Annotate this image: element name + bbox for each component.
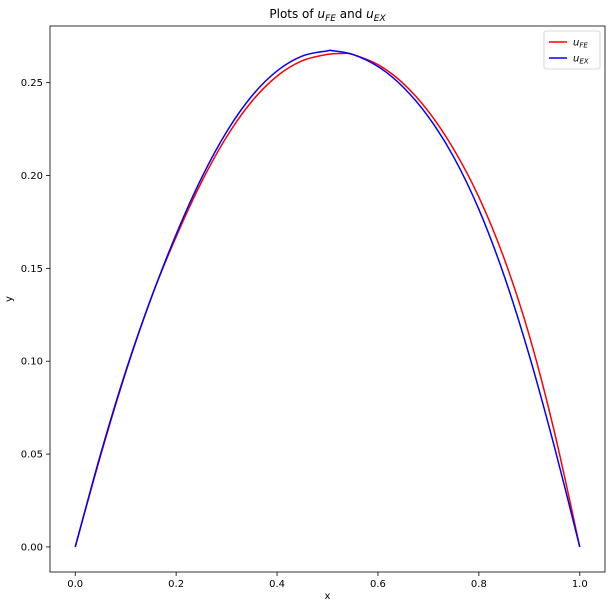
y-tick-label: 0.00	[21, 542, 43, 553]
legend-subscript: EX	[579, 58, 588, 66]
plot-frame	[49, 25, 606, 573]
series-layer	[74, 49, 581, 548]
x-axis-ticks: 0.0 0.2 0.4 0.6 0.8 1.0	[67, 572, 588, 590]
chart-title: Plots of uFE and uEX	[269, 7, 386, 24]
series-line-u-ex	[74, 49, 581, 548]
x-tick-label: 0.4	[269, 579, 285, 590]
y-tick-label: 0.05	[21, 450, 43, 461]
legend-symbol: u	[573, 38, 579, 49]
y-axis-label: y	[4, 296, 15, 302]
x-tick-label: 0.8	[471, 579, 487, 590]
x-tick-label: 0.0	[67, 579, 83, 590]
title-prefix: Plots of	[269, 7, 317, 21]
title-symbol-2: u	[366, 7, 374, 21]
x-tick-label: 0.6	[370, 579, 386, 590]
y-tick-label: 0.15	[21, 264, 43, 275]
legend-box	[543, 30, 601, 70]
legend-label-u-fe: uFE	[573, 38, 588, 50]
x-axis-label: x	[325, 591, 331, 602]
title-middle: and	[336, 7, 366, 21]
x-tick-label: 1.0	[572, 579, 588, 590]
legend-symbol: u	[573, 54, 579, 65]
y-tick-label: 0.10	[21, 357, 43, 368]
title-subscript-2: EX	[374, 14, 387, 24]
y-tick-label: 0.20	[21, 171, 43, 182]
y-tick-label: 0.25	[21, 78, 43, 89]
title-subscript-1: FE	[325, 14, 336, 24]
legend-subscript: FE	[579, 42, 588, 50]
legend-label-u-ex: uEX	[573, 54, 589, 66]
y-axis-ticks: 0.00 0.05 0.10 0.15 0.20 0.25	[21, 78, 50, 553]
x-tick-label: 0.2	[168, 579, 184, 590]
title-symbol-1: u	[317, 7, 325, 21]
